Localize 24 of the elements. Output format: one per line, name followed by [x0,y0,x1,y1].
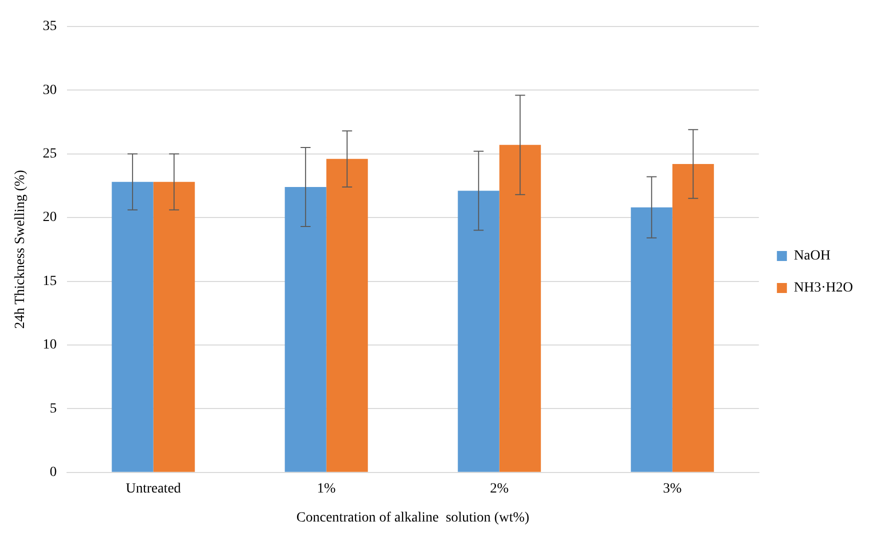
bar [112,182,154,472]
bar [153,182,195,472]
bar [499,144,541,472]
y-tick-label: 10 [42,338,57,353]
legend-label: NH3·H2O [794,280,854,296]
x-tick-label: Untreated [126,481,181,496]
y-tick-label: 30 [42,82,57,98]
y-tick-label: 0 [50,465,57,480]
y-tick-label: 25 [42,146,57,162]
x-tick-label: 3% [663,481,682,496]
y-tick-label: 15 [42,274,57,289]
bar [458,190,500,472]
y-tick-label: 35 [42,19,57,34]
y-axis-title: 24h Thickness Swelling (%) [13,170,28,329]
bar [630,207,672,472]
x-tick-label: 1% [317,481,336,496]
bar [672,164,714,472]
legend-label: NaOH [794,248,830,264]
y-tick-label: 20 [42,210,57,226]
x-tick-label: 2% [490,481,510,496]
y-tick-label: 5 [50,401,57,416]
bar [326,158,368,472]
x-axis-title: Concentration of alkaline solution (wt%) [296,510,530,526]
bar [284,186,326,472]
